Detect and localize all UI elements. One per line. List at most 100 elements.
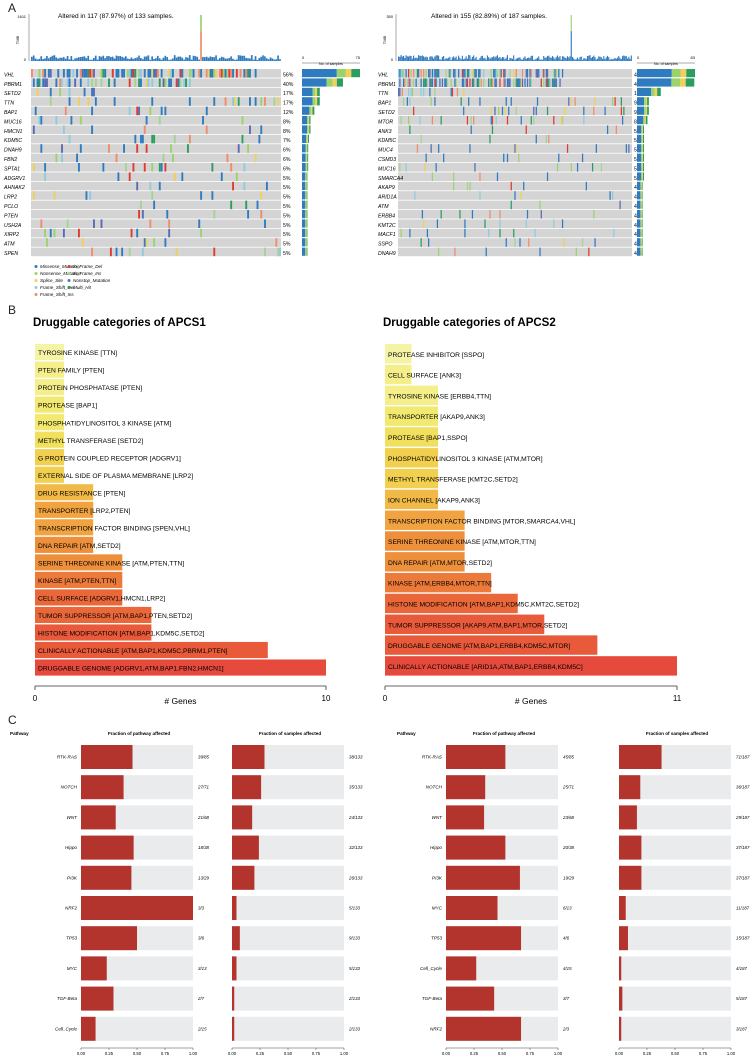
pathway-column-label: Pathway (397, 731, 416, 736)
oncoplot-mutation-tile (404, 78, 406, 87)
side-count-bar (302, 228, 306, 237)
x-tick-label: 0.00 (442, 1051, 451, 1056)
oncoplot-mutation-tile (546, 106, 549, 116)
oncoplot-mutation-tile (160, 106, 163, 116)
side-count-bar (642, 134, 643, 143)
oncoplot-mutation-tile (466, 116, 469, 125)
side-axis-tick: 83 (691, 55, 696, 60)
oncoplot-mutation-tile (515, 69, 517, 78)
side-count-bar (306, 134, 308, 143)
tmb-bar (420, 56, 422, 61)
oncoplot-mutation-tile (132, 69, 135, 78)
druggable-bar (385, 448, 439, 468)
oncoplot-row-background (31, 181, 281, 191)
oncoplot-mutation-tile (134, 134, 137, 144)
druggable-bar (385, 385, 439, 406)
oncoplot-row-background (31, 97, 281, 106)
oncoplot-mutation-tile (36, 87, 39, 97)
oncoplot-mutation-tile (136, 144, 139, 153)
side-count-bar (302, 210, 306, 219)
oncoplot-mutation-tile (490, 69, 492, 78)
tmb-bar (406, 56, 408, 61)
oncoplot-mutation-tile (222, 69, 225, 78)
tmb-bar (143, 56, 146, 61)
oncoplot-mutation-tile (466, 78, 469, 87)
oncoplot-mutation-tile (431, 172, 434, 181)
side-count-bar (671, 69, 681, 78)
tmb-bar (156, 55, 159, 61)
oncoplot-mutation-tile (619, 200, 621, 210)
side-count-bar (642, 125, 644, 134)
side-count-bar (641, 238, 643, 247)
oncoplot-mutation-tile (205, 69, 208, 78)
pathway-fraction-bar (81, 865, 132, 890)
oncoplot-mutation-tile (493, 69, 495, 78)
tmb-bar (87, 55, 90, 61)
oncoplot-mutation-tile (243, 181, 246, 191)
gene-label: USH2A (4, 223, 22, 229)
tmb-bar (564, 57, 566, 61)
oncoplot-mutation-tile (525, 219, 527, 228)
tmb-bar (423, 56, 425, 61)
tmb-bar (573, 58, 575, 61)
tmb-bar (130, 57, 133, 61)
oncoplot-mutation-tile (628, 144, 630, 153)
oncoplot-mutation-tile (36, 78, 39, 87)
pathway-label: NRF2 (65, 906, 77, 911)
gene-percent-label: 5% (283, 232, 291, 238)
side-count-bar (336, 78, 343, 87)
oncoplot-mutation-tile (540, 78, 542, 87)
oncoplot-mutation-tile (466, 69, 469, 78)
oncoplot-mutation-tile (425, 78, 427, 87)
side-count-bar (312, 87, 316, 96)
oncoplot-mutation-tile (470, 125, 472, 134)
druggable-bar-label: DNA REPAIR [ATM,SETD2] (38, 543, 121, 550)
oncoplot-mutation-tile (508, 106, 510, 116)
oncoplot-mutation-tile (478, 78, 480, 87)
oncoplot-mutation-tile (503, 69, 505, 78)
side-count-bar (641, 125, 643, 134)
tmb-bar (493, 56, 495, 61)
tmb-bar (47, 58, 50, 61)
oncoplot-mutation-tile (91, 247, 94, 257)
side-count-bar (642, 153, 644, 162)
x-axis-label: # Genes (164, 696, 196, 706)
side-count-bar (326, 78, 333, 87)
tmb-bar (568, 57, 570, 61)
oncoplot-mutation-tile (524, 78, 526, 87)
gene-percent-label: 12% (283, 110, 294, 116)
samples-fraction-label: 5/133 (349, 906, 361, 911)
side-count-bar (641, 210, 643, 219)
oncoplot-mutation-tile (523, 181, 525, 191)
oncoplot-mutation-tile (42, 69, 45, 78)
side-count-bar (332, 78, 337, 87)
tmb-bar (34, 58, 37, 61)
oncoplot-mutation-tile (49, 87, 52, 97)
tmb-bar (459, 57, 461, 61)
oncoplot-mutation-tile (475, 69, 477, 78)
tmb-bar (121, 56, 123, 61)
oncoplot-mutation-tile (162, 78, 165, 87)
samples-bar-background (619, 805, 731, 830)
side-count-bar (302, 78, 327, 87)
side-count-bar (640, 181, 642, 190)
oncoplot-mutation-tile (413, 78, 415, 87)
tmb-bar (40, 56, 43, 61)
oncoplot-mutation-tile (504, 69, 506, 78)
tmb-bar (256, 59, 259, 61)
oncoplot-mutation-tile (147, 78, 150, 87)
tmb-bar (85, 58, 88, 61)
tmb-bar (539, 59, 541, 61)
tmb-bar (448, 57, 450, 61)
oncoplot-mutation-tile (491, 125, 494, 134)
oncoplot-row-background (398, 134, 632, 144)
oncoplot-mutation-tile (418, 69, 420, 78)
x-tick-label: 10 (322, 694, 331, 703)
oncoplot-mutation-tile (158, 181, 161, 191)
oncoplot-mutation-tile (158, 78, 161, 87)
side-count-bar (307, 134, 308, 143)
tmb-bar (578, 59, 580, 61)
oncoplot-mutation-tile (117, 172, 120, 181)
oncoplot-mutation-tile (525, 69, 527, 78)
oncoplot-mutation-tile (140, 69, 142, 78)
